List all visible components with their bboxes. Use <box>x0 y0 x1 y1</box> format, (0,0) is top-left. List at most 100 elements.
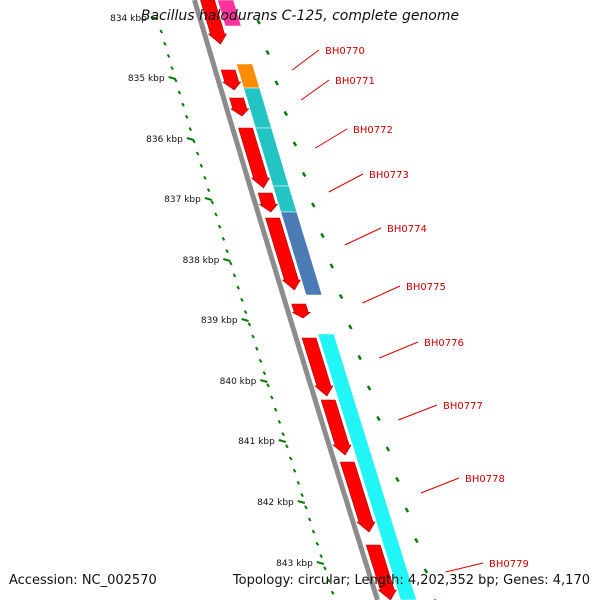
major-tick <box>204 197 213 201</box>
gene-label-BH0778[interactable]: BH0778 <box>465 474 505 485</box>
scale-label: 840 kbp <box>220 377 257 387</box>
outer-tick <box>348 324 353 330</box>
minor-tick <box>166 53 171 58</box>
gene-label-BH0774[interactable]: BH0774 <box>387 224 427 235</box>
outer-tick <box>320 232 325 239</box>
leader-BH0777 <box>398 404 438 421</box>
outer-tick <box>265 49 270 56</box>
minor-tick <box>311 529 316 534</box>
minor-tick <box>159 29 164 34</box>
minor-tick <box>292 468 297 473</box>
major-tick <box>186 137 195 141</box>
gene-label-BH0776[interactable]: BH0776 <box>424 338 464 349</box>
minor-tick <box>199 163 204 168</box>
scale-label: 834 kbp <box>110 14 147 24</box>
cds-arrow-0 <box>200 0 228 45</box>
scale-label: 835 kbp <box>128 74 165 84</box>
major-tick <box>241 318 249 322</box>
gene-label-BH0771[interactable]: BH0771 <box>335 76 375 87</box>
minor-tick <box>177 90 182 95</box>
scale-label: 839 kbp <box>201 316 238 326</box>
gene-label-BH0772[interactable]: BH0772 <box>353 125 393 136</box>
cds-arrow-6 <box>291 303 312 319</box>
leader-BH0778 <box>420 477 460 494</box>
gene-label-BH0779[interactable]: BH0779 <box>489 559 529 570</box>
minor-tick <box>251 334 255 339</box>
cds-arrow-1 <box>220 69 242 91</box>
function-block-4 <box>272 185 298 213</box>
function-block-6 <box>317 333 417 600</box>
minor-tick <box>240 297 244 302</box>
outer-tick <box>385 446 391 452</box>
major-tick <box>316 561 325 565</box>
gene-label-BH0770[interactable]: BH0770 <box>325 46 365 57</box>
outer-tick <box>414 537 419 544</box>
outer-tick <box>338 293 344 300</box>
minor-tick <box>188 127 193 132</box>
major-tick <box>278 439 287 443</box>
minor-tick <box>270 395 274 400</box>
minor-tick <box>163 41 167 46</box>
leader-BH0770 <box>291 49 320 71</box>
cds-arrow-4 <box>257 192 279 213</box>
outer-tick <box>366 385 372 391</box>
minor-tick <box>330 590 335 595</box>
minor-tick <box>262 371 267 376</box>
minor-tick <box>288 456 293 461</box>
minor-tick <box>225 249 229 254</box>
minor-tick <box>319 554 323 559</box>
minor-tick <box>206 188 211 193</box>
outer-tick <box>274 80 279 86</box>
minor-tick <box>247 322 252 327</box>
minor-tick <box>181 102 185 107</box>
minor-tick <box>285 444 289 449</box>
minor-tick <box>304 505 308 510</box>
cds-arrow-9 <box>339 461 376 533</box>
scale-label: 841 kbp <box>238 437 275 447</box>
gene-label-BH0775[interactable]: BH0775 <box>406 282 446 293</box>
outer-tick <box>357 354 362 361</box>
accession-text: Accession: NC_002570 <box>9 573 157 588</box>
minor-tick <box>266 383 270 388</box>
outer-tick <box>423 568 429 574</box>
outer-tick <box>292 141 298 147</box>
leader-BH0776 <box>379 341 419 359</box>
outer-tick <box>395 476 400 483</box>
minor-tick <box>232 273 237 278</box>
outer-tick <box>283 110 289 117</box>
minor-tick <box>258 358 263 363</box>
genome-backbone <box>192 0 380 600</box>
cds-arrow-7 <box>301 337 334 397</box>
outer-tick <box>329 263 335 269</box>
gene-label-BH0777[interactable]: BH0777 <box>443 401 483 412</box>
minor-tick <box>255 346 259 351</box>
leader-BH0775 <box>362 285 401 304</box>
minor-tick <box>214 212 218 217</box>
cds-arrow-10 <box>365 544 397 600</box>
minor-tick <box>170 66 174 71</box>
minor-tick <box>273 407 278 412</box>
scale-label: 842 kbp <box>257 498 294 508</box>
function-block-0 <box>217 0 242 27</box>
minor-tick <box>327 578 331 583</box>
outer-tick <box>376 415 381 422</box>
minor-tick <box>300 493 304 498</box>
minor-tick <box>281 432 285 437</box>
minor-tick <box>184 114 189 119</box>
leader-BH0773 <box>328 173 364 193</box>
minor-tick <box>315 541 320 546</box>
leader-BH0772 <box>315 128 348 149</box>
cds-arrow-8 <box>320 399 352 456</box>
minor-tick <box>236 285 240 290</box>
scale-label: 843 kbp <box>276 559 313 569</box>
gene-label-BH0773[interactable]: BH0773 <box>369 170 409 181</box>
function-block-2 <box>243 87 272 129</box>
minor-tick <box>195 151 200 156</box>
minor-tick <box>217 224 222 229</box>
minor-tick <box>296 480 301 485</box>
outer-tick <box>256 19 261 25</box>
outer-tick <box>301 171 307 178</box>
minor-tick <box>221 236 226 241</box>
function-block-1 <box>235 63 261 89</box>
